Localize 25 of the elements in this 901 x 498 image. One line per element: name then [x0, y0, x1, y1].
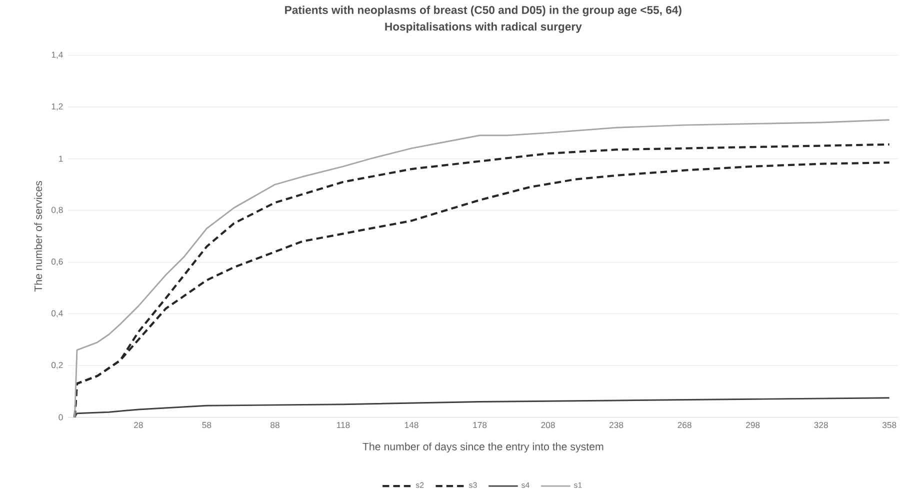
- y-axis-title: The number of services: [34, 180, 42, 292]
- x-tick-label: 358: [882, 422, 896, 428]
- y-tick-label: 1,4: [52, 52, 63, 59]
- line-series: [74, 397, 890, 418]
- x-tick-label: 58: [202, 422, 212, 428]
- y-tick-label: 0,6: [51, 258, 63, 266]
- x-tick-label: 88: [270, 422, 280, 428]
- y-tick-label: 1,2: [52, 103, 63, 110]
- x-tick-label: 148: [404, 422, 418, 428]
- x-tick-label: 298: [746, 422, 760, 428]
- y-tick-label: 1: [59, 156, 63, 162]
- x-tick-label: 178: [473, 422, 487, 428]
- chart-title: Patients with neoplasms of breast (C50 and D05) in the group age <55, 64): [285, 6, 682, 16]
- x-tick-label: 238: [610, 422, 624, 428]
- x-tick-label: 328: [814, 422, 828, 428]
- y-tick-label: 0,2: [51, 362, 63, 370]
- x-axis-title: The number of days since the entry into the system: [362, 442, 604, 452]
- y-tick-label: 0,4: [51, 310, 63, 318]
- y-tick-label: 0: [58, 414, 63, 420]
- x-tick-label: 118: [337, 422, 350, 428]
- chart-subtitle: Hospitalisations with radical surgery: [385, 22, 582, 33]
- x-tick-label: 28: [134, 422, 143, 428]
- y-tick-label: 0,8: [51, 206, 63, 214]
- x-tick-label: 268: [678, 422, 692, 428]
- x-tick-label: 208: [541, 422, 555, 428]
